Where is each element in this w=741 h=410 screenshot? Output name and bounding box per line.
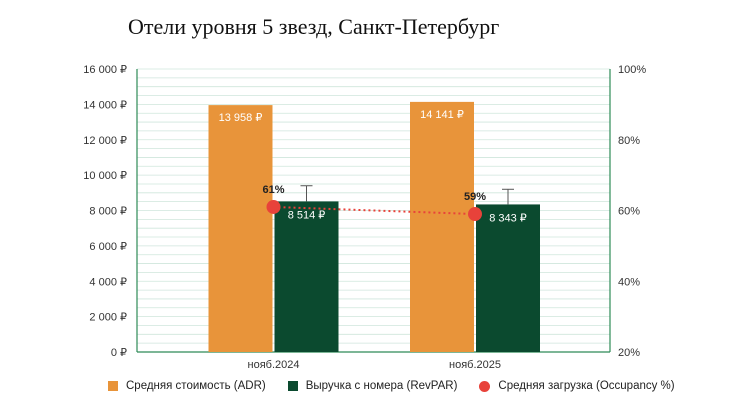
y-left-tick-label: 8 000 ₽ (89, 206, 127, 218)
y-left-tick-label: 4 000 ₽ (89, 276, 127, 288)
occupancy-label: 59% (464, 191, 486, 203)
x-tick-label: нояб.2025 (449, 359, 501, 371)
legend-item-adr: Средняя стоимость (ADR) (108, 380, 266, 392)
y-right-tick-label: 80% (618, 135, 640, 147)
y-left-tick-label: 12 000 ₽ (83, 135, 127, 147)
legend-label-adr: Средняя стоимость (ADR) (126, 380, 266, 392)
y-left-tick-label: 14 000 ₽ (83, 99, 127, 111)
y-left-tick-label: 2 000 ₽ (89, 312, 127, 324)
occupancy-line (273, 205, 476, 216)
bar-revpar-label: 8 514 ₽ (288, 209, 326, 221)
legend-label-occupancy: Средняя загрузка (Occupancy %) (498, 380, 675, 392)
bar-adr (410, 101, 474, 352)
bar-revpar (476, 204, 540, 352)
legend-swatch-occupancy (479, 380, 491, 392)
bar-adr-label: 14 141 ₽ (420, 109, 464, 121)
legend-swatch-revpar (287, 381, 298, 391)
y-right-tick-label: 20% (618, 347, 640, 359)
y-left-tick-label: 6 000 ₽ (89, 241, 127, 253)
chart-title: Отели уровня 5 звезд, Санкт-Петербург (128, 14, 500, 39)
y-right-tick-label: 60% (618, 206, 640, 218)
legend-swatch-adr (108, 381, 118, 391)
bar-adr (208, 105, 273, 352)
occupancy-label: 61% (262, 184, 284, 196)
y-right-tick-label: 40% (618, 276, 640, 288)
occupancy-point (468, 207, 482, 222)
x-tick-label: нояб.2024 (248, 359, 300, 371)
bar-revpar (274, 201, 339, 352)
legend-item-revpar: Выручка с номера (RevPAR) (287, 380, 458, 392)
y-left-tick-label: 10 000 ₽ (83, 170, 127, 182)
legend-item-occupancy: Средняя загрузка (Occupancy %) (479, 380, 675, 392)
y-left-tick-label: 16 000 ₽ (83, 64, 127, 76)
bar-adr-label: 13 958 ₽ (219, 112, 263, 124)
legend: Средняя стоимость (ADR) Выручка с номера… (108, 380, 697, 392)
plot-area: 0 ₽ 2 000 ₽ 4 000 ₽ 6 000 ₽ 8 000 ₽ 10 000 ₽ 1… (83, 64, 646, 371)
occupancy-point (266, 199, 281, 214)
y-left-tick-label: 0 ₽ (111, 347, 127, 359)
bar-revpar-label: 8 343 ₽ (489, 212, 527, 224)
legend-label-revpar: Выручка с номера (RevPAR) (305, 380, 458, 392)
y-right-tick-label: 100% (618, 64, 646, 76)
